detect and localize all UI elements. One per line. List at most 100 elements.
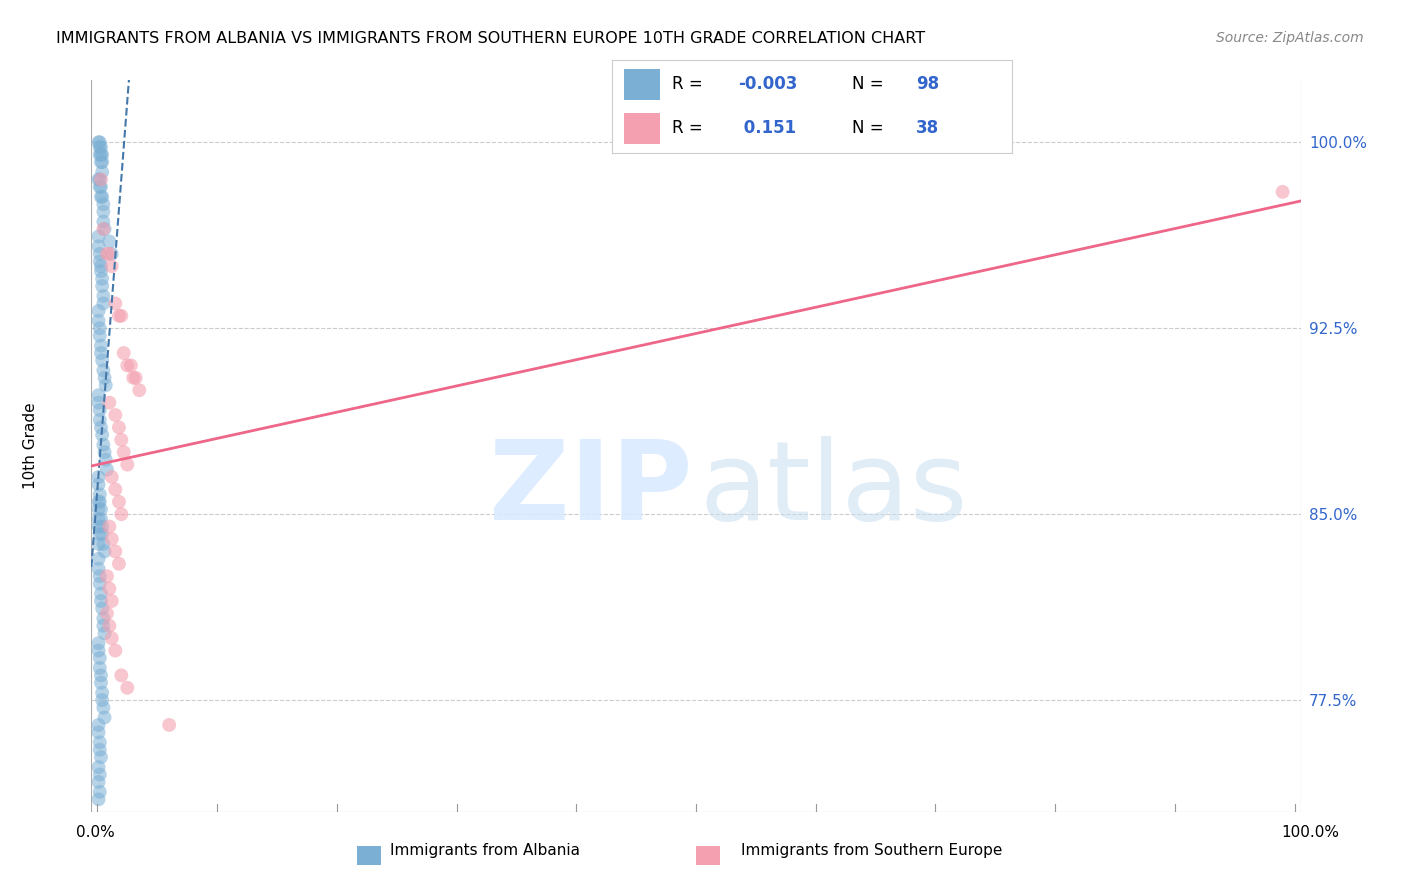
Text: N =: N =: [852, 75, 889, 93]
Point: [112, 445, 135, 459]
Point: [91, 155, 114, 169]
Point: [90, 512, 112, 526]
Point: [89, 527, 111, 541]
Point: [89, 576, 111, 591]
Point: [90, 155, 112, 169]
Point: [98, 519, 121, 533]
Point: [87, 725, 110, 739]
Text: 38: 38: [917, 120, 939, 137]
Point: [117, 458, 139, 472]
Point: [93, 438, 115, 452]
Point: [100, 247, 122, 261]
Point: [110, 309, 132, 323]
Text: Immigrants from Albania: Immigrants from Albania: [389, 843, 581, 857]
Point: [96, 247, 118, 261]
Point: [90, 190, 112, 204]
Point: [87, 229, 110, 244]
Point: [89, 413, 111, 427]
Point: [108, 309, 131, 323]
Point: [1271, 185, 1294, 199]
Point: [93, 537, 115, 551]
Point: [90, 264, 112, 278]
Point: [91, 279, 114, 293]
Point: [157, 718, 180, 732]
Point: [104, 544, 127, 558]
Point: [87, 388, 110, 402]
Point: [96, 569, 118, 583]
Point: [90, 259, 112, 273]
Point: [91, 271, 114, 285]
Point: [93, 619, 115, 633]
Point: [87, 551, 110, 566]
Point: [89, 403, 111, 417]
Point: [108, 495, 131, 509]
Point: [89, 247, 111, 261]
Text: 10th Grade: 10th Grade: [24, 402, 38, 490]
Point: [89, 135, 111, 149]
Point: [91, 165, 114, 179]
Point: [93, 296, 115, 310]
Bar: [624, 70, 659, 100]
Point: [98, 582, 121, 596]
Point: [128, 383, 150, 397]
Point: [93, 611, 115, 625]
Point: [87, 562, 110, 576]
Text: -0.003: -0.003: [738, 75, 797, 93]
Point: [87, 512, 110, 526]
Point: [89, 172, 111, 186]
Text: 98: 98: [917, 75, 939, 93]
Point: [87, 477, 110, 491]
Point: [110, 433, 132, 447]
Point: [91, 519, 114, 533]
Point: [87, 495, 110, 509]
Point: [89, 254, 111, 268]
Point: [93, 700, 115, 714]
Point: [91, 686, 114, 700]
Point: [93, 222, 115, 236]
Point: [112, 346, 135, 360]
Point: [93, 197, 115, 211]
Point: [117, 359, 139, 373]
Point: [90, 140, 112, 154]
Point: [100, 631, 122, 645]
Point: [89, 735, 111, 749]
Point: [87, 636, 110, 650]
Point: [87, 760, 110, 774]
Text: R =: R =: [672, 75, 707, 93]
Point: [89, 569, 111, 583]
Point: [89, 651, 111, 665]
Point: [87, 792, 110, 806]
Point: [94, 452, 117, 467]
Text: IMMIGRANTS FROM ALBANIA VS IMMIGRANTS FROM SOUTHERN EUROPE 10TH GRADE CORRELATIO: IMMIGRANTS FROM ALBANIA VS IMMIGRANTS FR…: [56, 31, 925, 46]
Point: [104, 296, 127, 310]
Point: [110, 507, 132, 521]
Point: [89, 743, 111, 757]
Point: [93, 289, 115, 303]
Point: [89, 180, 111, 194]
Point: [90, 502, 112, 516]
Point: [98, 247, 121, 261]
Point: [96, 462, 118, 476]
Point: [91, 693, 114, 707]
Point: [89, 328, 111, 343]
Point: [96, 607, 118, 621]
Point: [87, 314, 110, 328]
Point: [89, 147, 111, 161]
Point: [91, 427, 114, 442]
Point: [87, 519, 110, 533]
Point: [93, 626, 115, 640]
Point: [87, 470, 110, 484]
Point: [89, 140, 111, 154]
Point: [90, 420, 112, 434]
Point: [93, 214, 115, 228]
Point: [98, 395, 121, 409]
Point: [90, 172, 112, 186]
Point: [90, 586, 112, 600]
Point: [89, 785, 111, 799]
Point: [98, 619, 121, 633]
Point: [87, 239, 110, 253]
Point: [104, 643, 127, 657]
Point: [89, 767, 111, 781]
Text: R =: R =: [672, 120, 707, 137]
Point: [90, 147, 112, 161]
